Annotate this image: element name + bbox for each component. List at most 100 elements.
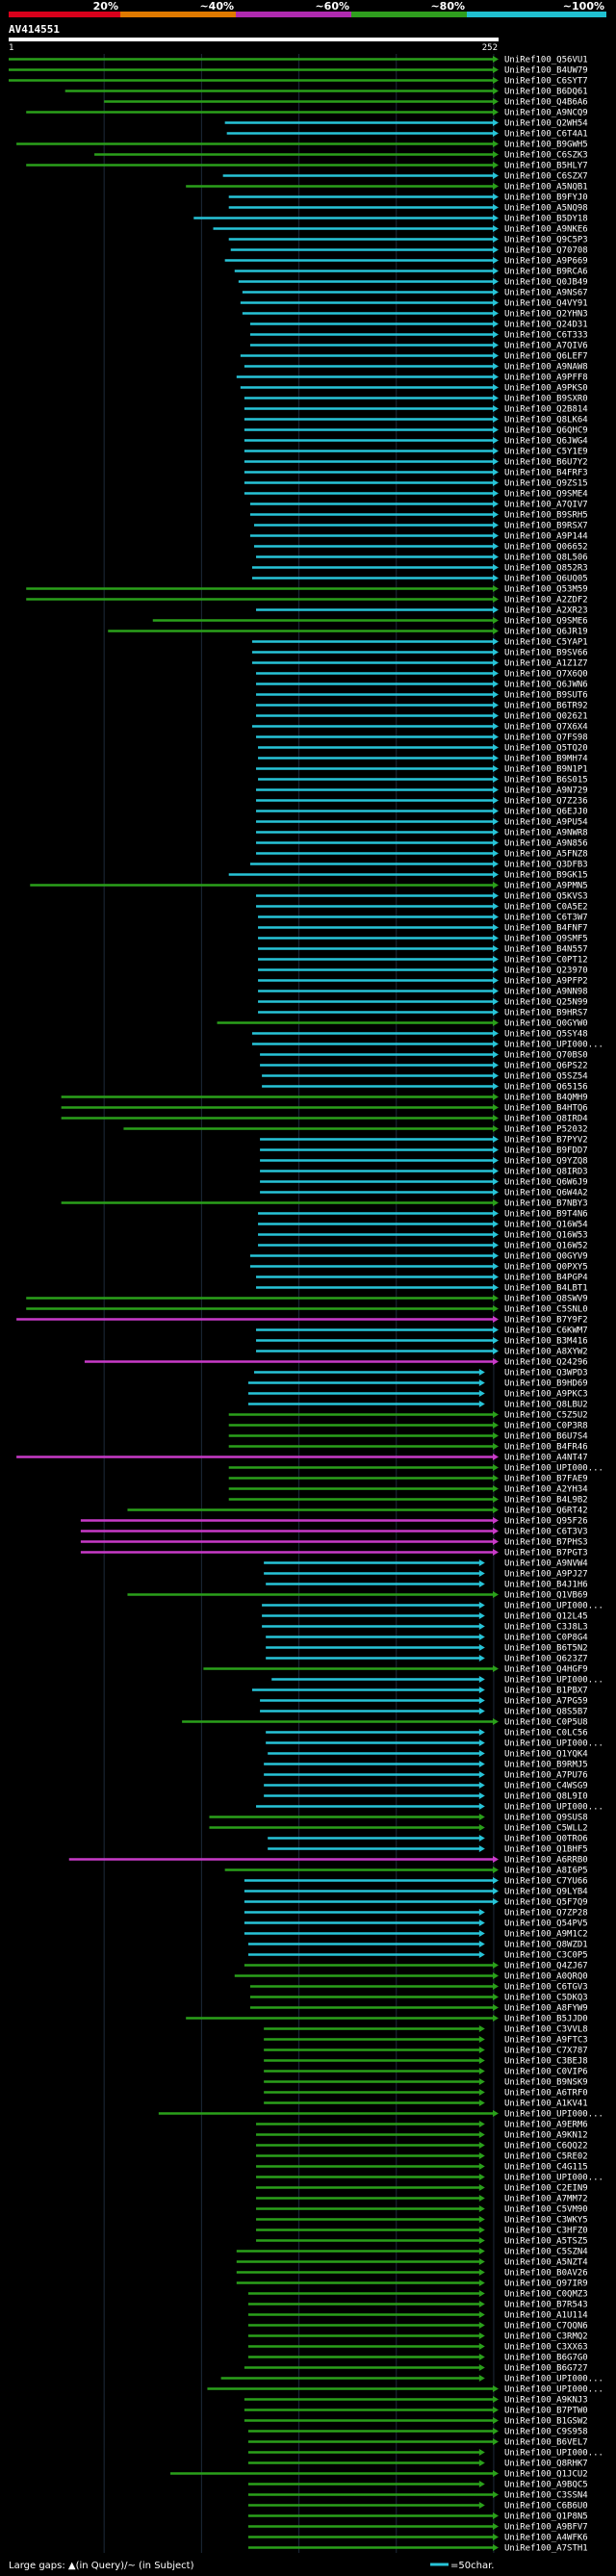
hit-label[interactable]: UniRef100_C3HFZ0 [504,2227,588,2236]
hit-label[interactable]: UniRef100_Q53M59 [504,585,588,595]
hit-label[interactable]: UniRef100_Q7Z236 [504,797,588,807]
hit-label[interactable]: UniRef100_C6T4A1 [504,130,588,140]
hit-label[interactable]: UniRef100_C5DKQ3 [504,1994,588,2003]
hit-label[interactable]: UniRef100_B4UW79 [504,66,588,76]
hit-label[interactable]: UniRef100_B1GSW2 [504,2417,588,2427]
hit-label[interactable]: UniRef100_A9PKS0 [504,384,588,394]
hit-label[interactable]: UniRef100_C6SZX7 [504,172,588,182]
hit-label[interactable]: UniRef100_Q2YHN3 [504,310,588,320]
hit-label[interactable]: UniRef100_A1Z1Z7 [504,659,588,669]
hit-label[interactable]: UniRef100_A9NAW8 [504,363,588,373]
hit-label[interactable]: UniRef100_Q9ZS15 [504,479,588,489]
hit-label[interactable]: UniRef100_Q02621 [504,712,588,722]
hit-label[interactable]: UniRef100_A7QIV6 [504,342,588,351]
hit-label[interactable]: UniRef100_C0P5U8 [504,1718,588,1728]
hit-label[interactable]: UniRef100_C0P8G4 [504,1634,588,1643]
hit-label[interactable]: UniRef100_A1U114 [504,2311,588,2321]
hit-label[interactable]: UniRef100_C6QQ22 [504,2142,588,2151]
hit-label[interactable]: UniRef100_A9P144 [504,532,588,542]
hit-label[interactable]: UniRef100_Q7X6X4 [504,723,588,733]
hit-label[interactable]: UniRef100_A9BQC5 [504,2481,588,2490]
hit-label[interactable]: UniRef100_B0AV26 [504,2269,588,2279]
hit-label[interactable]: UniRef100_Q5SY48 [504,1030,588,1040]
hit-label[interactable]: UniRef100_Q95F26 [504,1517,588,1527]
hit-label[interactable]: UniRef100_Q6JWG4 [504,437,588,447]
hit-label[interactable]: UniRef100_Q24D31 [504,321,588,330]
hit-label[interactable]: UniRef100_A9N729 [504,786,588,796]
hit-label[interactable]: UniRef100_Q3WPD3 [504,1369,588,1378]
hit-label[interactable]: UniRef100_C5YAP1 [504,638,588,648]
hit-label[interactable]: UniRef100_Q852R3 [504,564,588,574]
hit-label[interactable]: UniRef100_C4WSG9 [504,1782,588,1791]
hit-label[interactable]: UniRef100_A7PU76 [504,1771,588,1781]
hit-label[interactable]: UniRef100_Q9LYB4 [504,1888,588,1897]
hit-label[interactable]: UniRef100_B6S015 [504,776,588,786]
hit-label[interactable]: UniRef100_B6TR92 [504,702,588,711]
hit-label[interactable]: UniRef100_B5HLY7 [504,162,588,171]
hit-label[interactable]: UniRef100_Q5F7Q9 [504,1898,588,1908]
hit-label[interactable]: UniRef100_Q9SME4 [504,490,588,500]
hit-label[interactable]: UniRef100_P52032 [504,1125,588,1135]
hit-label[interactable]: UniRef100_B9FYJ0 [504,193,588,203]
hit-label[interactable]: UniRef100_Q623Z7 [504,1655,588,1664]
hit-label[interactable]: UniRef100_A8I6P5 [504,1867,588,1876]
hit-label[interactable]: UniRef100_A4WFK6 [504,2534,588,2543]
hit-label[interactable]: UniRef100_A0QRQ0 [504,1972,588,1982]
hit-label[interactable]: UniRef100_B9GK15 [504,871,588,881]
hit-label[interactable]: UniRef100_Q8LK64 [504,416,588,425]
hit-label[interactable]: UniRef100_B6VEL7 [504,2438,588,2448]
hit-label[interactable]: UniRef100_C6B6U0 [504,2502,588,2512]
hit-label[interactable]: UniRef100_A1KV41 [504,2099,588,2109]
hit-label[interactable]: UniRef100_A9NN98 [504,988,588,997]
hit-label[interactable]: UniRef100_Q9SUS8 [504,1814,588,1823]
hit-label[interactable]: UniRef100_A5NZT4 [504,2258,588,2268]
hit-label[interactable]: UniRef100_Q6JR19 [504,628,588,637]
hit-label[interactable]: UniRef100_C3WKY5 [504,2216,588,2226]
hit-label[interactable]: UniRef100_B5DY18 [504,215,588,224]
hit-label[interactable]: UniRef100_C9S958 [504,2428,588,2437]
hit-label[interactable]: UniRef100_Q1BHF5 [504,1845,588,1855]
hit-label[interactable]: UniRef100_Q5KVS3 [504,892,588,902]
hit-label[interactable]: UniRef100_UPI000... [504,2375,603,2384]
hit-label[interactable]: UniRef100_A9KN12 [504,2131,588,2141]
hit-label[interactable]: UniRef100_Q7ZP28 [504,1909,588,1919]
hit-label[interactable]: UniRef100_Q8SWV9 [504,1295,588,1304]
hit-label[interactable]: UniRef100_A9KNJ3 [504,2396,588,2406]
hit-label[interactable]: UniRef100_Q1VB69 [504,1591,588,1601]
hit-label[interactable]: UniRef100_Q8LBU2 [504,1401,588,1410]
hit-label[interactable]: UniRef100_C2EIN9 [504,2184,588,2194]
hit-label[interactable]: UniRef100_B9FDD7 [504,1146,588,1156]
hit-label[interactable]: UniRef100_A9ERM6 [504,2121,588,2130]
hit-label[interactable]: UniRef100_UPI000... [504,1803,603,1813]
hit-label[interactable]: UniRef100_A9NKE6 [504,225,588,235]
hit-label[interactable]: UniRef100_A8XYW2 [504,1348,588,1357]
hit-label[interactable]: UniRef100_C0PT12 [504,956,588,966]
hit-label[interactable]: UniRef100_B7PHS3 [504,1538,588,1548]
hit-label[interactable]: UniRef100_B7PTW0 [504,2407,588,2416]
hit-label[interactable]: UniRef100_B7FAE9 [504,1475,588,1484]
hit-label[interactable]: UniRef100_UPI000... [504,1464,603,1474]
hit-label[interactable]: UniRef100_Q25N99 [504,998,588,1008]
hit-label[interactable]: UniRef100_A9N856 [504,839,588,849]
hit-label[interactable]: UniRef100_Q4HGF9 [504,1665,588,1675]
hit-label[interactable]: UniRef100_A2YH34 [504,1485,588,1495]
hit-label[interactable]: UniRef100_C0P3R8 [504,1422,588,1431]
hit-label[interactable]: UniRef100_Q6UQ05 [504,575,588,584]
hit-label[interactable]: UniRef100_Q06652 [504,543,588,553]
hit-label[interactable]: UniRef100_C6T3V3 [504,1528,588,1537]
hit-label[interactable]: UniRef100_Q8WZD1 [504,1941,588,1950]
hit-label[interactable]: UniRef100_B1PBX7 [504,1687,588,1696]
hit-label[interactable]: UniRef100_C5VM90 [504,2205,588,2215]
hit-label[interactable]: UniRef100_Q8IRD4 [504,1115,588,1124]
hit-label[interactable]: UniRef100_B4FRF3 [504,469,588,478]
hit-label[interactable]: UniRef100_A9NWR8 [504,829,588,838]
hit-label[interactable]: UniRef100_B4HTQ6 [504,1104,588,1114]
hit-label[interactable]: UniRef100_A6TRF0 [504,2089,588,2099]
hit-label[interactable]: UniRef100_Q1JCU2 [504,2470,588,2480]
hit-label[interactable]: UniRef100_Q24296 [504,1358,588,1368]
hit-label[interactable]: UniRef100_B4N557 [504,945,588,955]
hit-label[interactable]: UniRef100_Q0JB49 [504,278,588,288]
hit-label[interactable]: UniRef100_A2ZDF2 [504,596,588,605]
hit-label[interactable]: UniRef100_Q8IRD3 [504,1168,588,1177]
hit-label[interactable]: UniRef100_UPI000... [504,1602,603,1611]
